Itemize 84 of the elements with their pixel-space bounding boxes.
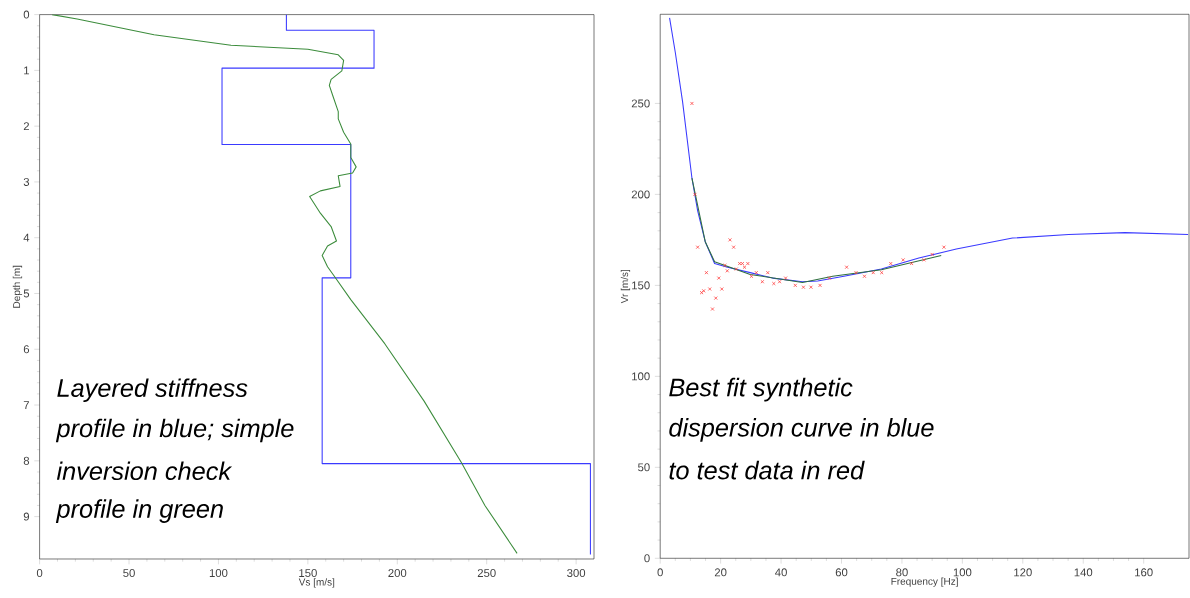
y-tick-label: 0 xyxy=(644,554,650,563)
x-tick-label: 200 xyxy=(388,569,407,578)
y-tick-label: 3 xyxy=(23,177,30,186)
x-tick-label: 100 xyxy=(209,569,228,578)
annotation: profile in blue; simple xyxy=(55,418,294,443)
point xyxy=(771,281,776,286)
point xyxy=(749,274,754,279)
point xyxy=(783,276,788,281)
y-axis-title: Vr [m/s] xyxy=(620,269,631,304)
point xyxy=(719,287,724,291)
point xyxy=(731,245,736,250)
point xyxy=(801,285,806,290)
annotation: Best fit synthetic xyxy=(669,377,853,402)
x-tick-label: 160 xyxy=(1135,568,1153,577)
y-tick-label: 6 xyxy=(23,345,30,354)
x-axis-title: Vs [m/s] xyxy=(298,578,335,588)
line-series xyxy=(51,14,518,554)
x-tick-label: 100 xyxy=(953,568,972,577)
point xyxy=(827,276,832,281)
y-tick-label: 200 xyxy=(631,190,650,199)
x-tick-label: 120 xyxy=(1014,568,1032,577)
annotation: to test data in red xyxy=(669,460,865,480)
point xyxy=(793,283,798,288)
x-tick-label: 50 xyxy=(123,569,135,578)
point xyxy=(725,268,730,273)
line-series xyxy=(691,177,942,284)
point xyxy=(777,279,782,284)
x-tick-label: 150 xyxy=(299,569,317,578)
point xyxy=(693,192,697,197)
x-tick-label: 300 xyxy=(567,569,586,578)
point xyxy=(879,270,884,275)
point xyxy=(854,270,858,275)
y-tick-label: 250 xyxy=(631,99,650,108)
point xyxy=(742,265,747,270)
point xyxy=(862,274,867,279)
point xyxy=(728,237,732,242)
y-tick-label: 2 xyxy=(23,122,29,131)
y-tick-label: 100 xyxy=(632,372,650,381)
point xyxy=(909,261,914,266)
x-tick-label: 0 xyxy=(657,568,663,577)
y-tick-label: 0 xyxy=(23,10,30,19)
y-tick-label: 5 xyxy=(23,289,30,298)
point xyxy=(930,252,935,257)
point xyxy=(722,263,727,268)
point xyxy=(704,270,709,275)
point xyxy=(765,270,770,275)
point xyxy=(888,261,893,266)
x-tick-label: 0 xyxy=(36,569,43,578)
y-tick-label: 1 xyxy=(24,66,30,75)
annotation: dispersion curve in blue xyxy=(669,418,934,442)
x-tick-label: 250 xyxy=(477,569,496,578)
x-tick-label: 60 xyxy=(835,568,848,577)
point xyxy=(713,296,718,301)
point xyxy=(716,276,721,281)
x-axis-title: Frequency [Hz] xyxy=(891,577,958,587)
point xyxy=(818,283,822,288)
annotation: inversion check xyxy=(56,461,233,481)
point xyxy=(707,287,712,291)
y-tick-label: 9 xyxy=(23,512,30,521)
y-tick-label: 150 xyxy=(632,281,650,290)
x-tick-label: 20 xyxy=(714,568,727,577)
point xyxy=(710,307,715,311)
point xyxy=(754,270,759,275)
point xyxy=(901,258,906,262)
point xyxy=(695,245,700,250)
line-series xyxy=(669,17,1189,283)
y-axis-title: Depth [m] xyxy=(12,265,23,308)
point xyxy=(844,265,849,270)
point xyxy=(922,258,926,262)
point xyxy=(690,101,694,106)
y-tick-label: 4 xyxy=(23,233,30,242)
x-tick-label: 140 xyxy=(1074,568,1093,577)
annotation: Layered stiffness xyxy=(57,378,248,403)
point xyxy=(734,267,739,271)
annotation: profile in green xyxy=(55,499,223,523)
y-tick-label: 50 xyxy=(638,463,650,472)
y-tick-label: 8 xyxy=(23,456,30,465)
x-tick-label: 40 xyxy=(775,568,787,577)
point xyxy=(809,285,813,290)
point xyxy=(942,245,946,250)
y-tick-label: 7 xyxy=(23,401,29,409)
x-tick-label: 80 xyxy=(896,568,908,577)
point xyxy=(760,279,765,284)
point xyxy=(871,270,876,275)
